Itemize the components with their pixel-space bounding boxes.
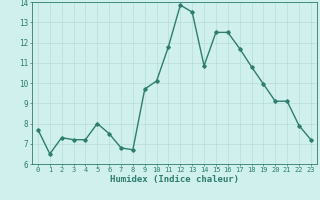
X-axis label: Humidex (Indice chaleur): Humidex (Indice chaleur) [110,175,239,184]
